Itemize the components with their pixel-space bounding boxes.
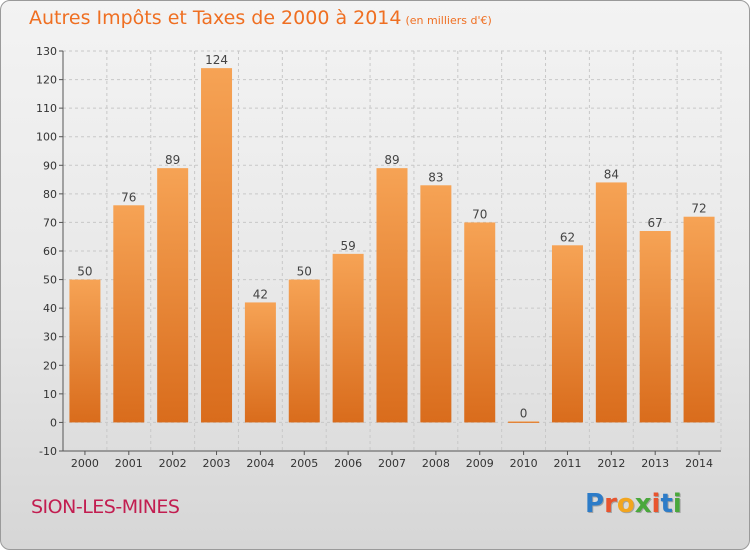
x-tick-label: 2003: [203, 457, 231, 470]
data-label: 72: [691, 202, 706, 216]
y-tick-label: -10: [39, 445, 57, 458]
bar: [595, 182, 627, 423]
data-label: 76: [121, 190, 136, 204]
x-tick-label: 2013: [641, 457, 669, 470]
data-label: 0: [520, 406, 528, 420]
logo-letter: i: [672, 489, 682, 519]
x-tick-label: 2012: [597, 457, 625, 470]
x-tick-label: 2007: [378, 457, 406, 470]
data-label: 89: [384, 153, 399, 167]
x-tick-label: 2008: [422, 457, 450, 470]
bar: [551, 245, 583, 423]
y-tick-label: 130: [36, 45, 57, 58]
chart-title-text: Autres Impôts et Taxes de 2000 à 2014: [29, 7, 402, 29]
x-tick-label: 2000: [71, 457, 99, 470]
data-label: 59: [340, 239, 355, 253]
bar: [244, 302, 276, 423]
y-tick-label: 0: [50, 416, 57, 429]
x-tick-label: 2002: [159, 457, 187, 470]
y-tick-label: 60: [43, 245, 57, 258]
proxiti-logo[interactable]: Proxiti: [585, 489, 682, 519]
chart-title: Autres Impôts et Taxes de 2000 à 2014 (en…: [29, 7, 492, 29]
logo-letter: r: [604, 489, 617, 519]
x-tick-label: 2010: [510, 457, 538, 470]
y-tick-label: 80: [43, 188, 57, 201]
x-tick-label: 2005: [290, 457, 318, 470]
data-label: 70: [472, 207, 487, 221]
x-tick-label: 2006: [334, 457, 362, 470]
bar: [201, 68, 233, 423]
data-label: 62: [560, 230, 575, 244]
y-tick-label: 70: [43, 216, 57, 229]
y-tick-label: 120: [36, 74, 57, 87]
logo-letter: P: [585, 489, 605, 519]
y-tick-label: 10: [43, 388, 57, 401]
x-tick-label: 2009: [466, 457, 494, 470]
bar: [69, 279, 101, 423]
bar: [683, 216, 715, 423]
y-tick-label: 100: [36, 131, 57, 144]
data-label: 50: [77, 265, 92, 279]
x-tick-label: 2011: [553, 457, 581, 470]
x-tick-label: 2001: [115, 457, 143, 470]
logo-letter: t: [660, 489, 673, 519]
data-label: 84: [604, 167, 619, 181]
place-name: SION-LES-MINES: [31, 496, 180, 518]
data-label: 124: [205, 53, 228, 67]
chart-unit: (en milliers d'€): [405, 14, 492, 27]
logo-letter: i: [651, 489, 661, 519]
logo-letter: o: [616, 489, 635, 519]
data-label: 42: [253, 287, 268, 301]
y-tick-label: 40: [43, 302, 57, 315]
x-tick-label: 2014: [685, 457, 713, 470]
bar: [464, 222, 496, 423]
y-tick-label: 30: [43, 331, 57, 344]
y-tick-label: 90: [43, 159, 57, 172]
bar: [113, 205, 145, 423]
y-tick-label: 50: [43, 274, 57, 287]
data-label: 67: [648, 216, 663, 230]
x-tick-label: 2004: [246, 457, 274, 470]
data-label: 83: [428, 170, 443, 184]
logo-letter: x: [634, 489, 652, 519]
bar: [508, 421, 540, 423]
bar: [376, 168, 408, 423]
bar: [332, 253, 364, 423]
y-tick-label: 20: [43, 359, 57, 372]
y-tick-label: 110: [36, 102, 57, 115]
bar: [157, 168, 189, 423]
bar: [420, 185, 452, 423]
bar: [288, 279, 320, 423]
data-label: 50: [297, 265, 312, 279]
bar: [639, 231, 671, 423]
data-label: 89: [165, 153, 180, 167]
